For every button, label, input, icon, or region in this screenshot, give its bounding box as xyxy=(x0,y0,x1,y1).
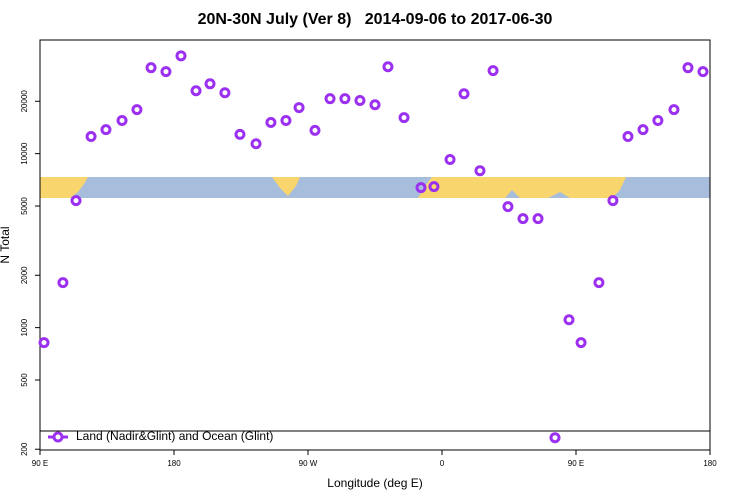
point xyxy=(502,201,514,213)
y-axis-label: N Total xyxy=(0,226,12,263)
point xyxy=(415,182,427,194)
point xyxy=(57,277,69,289)
point xyxy=(234,128,246,140)
point xyxy=(398,112,410,124)
point xyxy=(474,165,486,177)
point xyxy=(354,95,366,107)
plot-frame xyxy=(39,39,711,451)
point xyxy=(637,124,649,136)
point xyxy=(85,131,97,143)
point xyxy=(309,124,321,136)
point xyxy=(517,213,529,225)
point xyxy=(575,337,587,349)
point xyxy=(458,88,470,100)
point xyxy=(145,62,157,74)
x-tick-label: 90 E xyxy=(32,459,48,468)
x-tick-label: 0 xyxy=(440,459,445,468)
point xyxy=(100,124,112,136)
point xyxy=(116,115,128,127)
point xyxy=(204,78,216,90)
y-tick-label: 10000 xyxy=(20,142,29,165)
y-tick-label: 2000 xyxy=(20,266,29,284)
point xyxy=(70,195,82,207)
point xyxy=(563,314,575,326)
point xyxy=(219,87,231,99)
y-tick-label: 200 xyxy=(20,442,29,456)
y-tick-label: 5000 xyxy=(20,197,29,215)
point xyxy=(444,154,456,166)
point xyxy=(697,66,709,78)
point xyxy=(652,115,664,127)
map-strip xyxy=(40,177,710,198)
point xyxy=(175,50,187,62)
point xyxy=(265,117,277,129)
point xyxy=(339,93,351,105)
point xyxy=(280,115,292,127)
point xyxy=(668,104,680,116)
chart-title: 20N-30N July (Ver 8) 2014-09-06 to 2017-… xyxy=(198,11,553,28)
y-tick-label: 1000 xyxy=(20,318,29,336)
point xyxy=(607,195,619,207)
point xyxy=(324,93,336,105)
x-tick-label: 90 W xyxy=(299,459,318,468)
x-tick-label: 90 E xyxy=(568,459,584,468)
legend-label: Land (Nadir&Glint) and Ocean (Glint) xyxy=(76,429,273,443)
point xyxy=(160,66,172,78)
x-axis-label: Longitude (deg E) xyxy=(327,476,422,490)
point xyxy=(593,277,605,289)
point xyxy=(622,131,634,143)
x-tick-label: 180 xyxy=(167,459,181,468)
point xyxy=(190,85,202,97)
x-tick-label: 180 xyxy=(703,459,717,468)
point xyxy=(38,337,50,349)
point xyxy=(549,432,561,444)
point xyxy=(428,181,440,193)
point xyxy=(250,138,262,150)
point xyxy=(369,99,381,111)
point xyxy=(487,65,499,77)
legend-marker xyxy=(52,431,64,443)
point xyxy=(532,213,544,225)
point xyxy=(382,61,394,73)
point xyxy=(131,104,143,116)
y-tick-label: 20000 xyxy=(20,90,29,113)
point xyxy=(682,62,694,74)
point xyxy=(293,102,305,114)
y-tick-label: 500 xyxy=(20,373,29,387)
